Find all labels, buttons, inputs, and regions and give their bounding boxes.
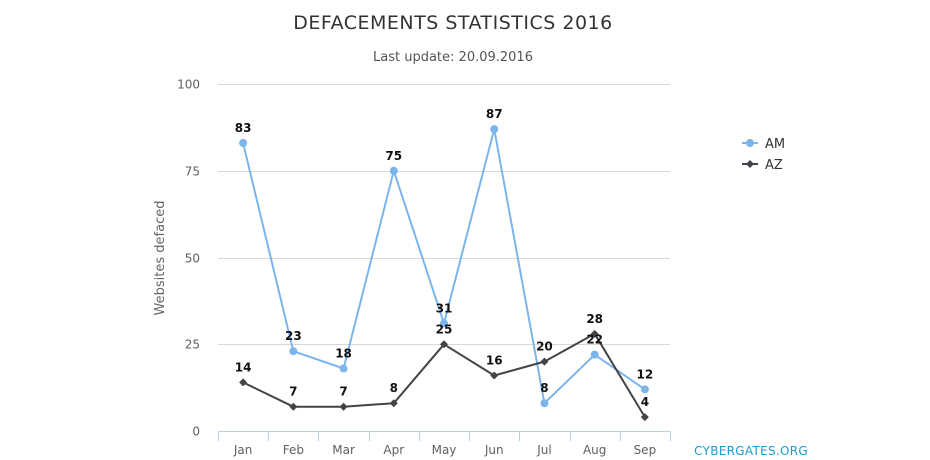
data-point-az[interactable] — [490, 371, 499, 380]
data-point-am[interactable] — [239, 138, 248, 147]
data-label-am: 12 — [637, 367, 654, 381]
data-point-am[interactable] — [590, 350, 599, 359]
data-label-am: 23 — [285, 329, 302, 343]
data-label-az: 25 — [436, 322, 453, 336]
legend-circle-icon — [746, 139, 754, 147]
data-point-am[interactable] — [540, 399, 549, 408]
legend-item-am[interactable]: AM — [742, 137, 785, 152]
series-group — [239, 125, 649, 422]
data-label-am: 83 — [235, 121, 252, 135]
x-tick-label-apr: Apr — [383, 443, 404, 457]
data-point-am[interactable] — [640, 385, 649, 394]
data-label-am: 8 — [540, 381, 548, 395]
data-point-az[interactable] — [239, 378, 248, 387]
x-tick-label-sep: Sep — [634, 443, 657, 457]
x-axis: Jan Feb Mar Apr May Jun Jul Aug Sep — [218, 431, 671, 457]
legend-item-az[interactable]: AZ — [742, 158, 783, 173]
y-tick-label: 0 — [192, 425, 200, 439]
data-point-az[interactable] — [440, 340, 448, 349]
x-tick-label-jun: Jun — [484, 443, 504, 457]
x-tick-label-jul: Jul — [536, 443, 551, 457]
x-tick-label-may: May — [432, 443, 457, 457]
y-tick-label: 100 — [177, 78, 200, 92]
data-label-az: 8 — [390, 381, 398, 395]
data-point-am[interactable] — [440, 319, 448, 328]
data-point-az[interactable] — [540, 357, 549, 366]
data-label-am: 18 — [335, 347, 352, 361]
data-point-az[interactable] — [389, 399, 398, 408]
chart-subtitle: Last update: 20.09.2016 — [373, 50, 533, 65]
x-tick-label-aug: Aug — [583, 443, 606, 457]
legend[interactable]: AM AZ — [742, 137, 785, 173]
data-label-am: 87 — [486, 107, 503, 121]
grid-lines: 0 25 50 75 100 — [177, 78, 670, 439]
y-tick-label: 75 — [185, 165, 200, 179]
data-point-az[interactable] — [289, 402, 298, 411]
data-point-az[interactable] — [590, 329, 599, 338]
legend-diamond-icon — [746, 160, 754, 168]
x-tick-label-feb: Feb — [283, 443, 304, 457]
data-point-az[interactable] — [640, 413, 649, 422]
y-tick-label: 25 — [185, 338, 200, 352]
legend-label: AZ — [765, 158, 783, 173]
data-point-am[interactable] — [490, 125, 499, 134]
data-label-am: 75 — [385, 149, 402, 163]
x-tick-label-jan: Jan — [233, 443, 253, 457]
series-line-am — [242, 128, 646, 405]
series-az — [239, 329, 649, 422]
data-label-az: 16 — [486, 353, 503, 367]
chart-title: DEFACEMENTS STATISTICS 2016 — [293, 12, 613, 34]
data-label-am: 31 — [436, 301, 453, 315]
data-label-az: 7 — [339, 385, 347, 399]
data-point-az[interactable] — [339, 402, 348, 411]
data-point-am[interactable] — [289, 347, 298, 356]
series-am — [239, 125, 649, 408]
credits-link[interactable]: CYBERGATES.ORG — [694, 444, 808, 458]
y-tick-label: 50 — [185, 252, 200, 266]
data-point-am[interactable] — [389, 166, 398, 175]
data-labels: 83 23 18 75 31 87 8 22 12 14 7 7 8 25 16 20 28 4 — [235, 107, 653, 409]
data-label-az: 14 — [235, 360, 252, 374]
data-label-az: 4 — [641, 395, 649, 409]
legend-label: AM — [765, 137, 785, 152]
y-axis-title: Websites defaced — [153, 201, 168, 316]
data-label-az: 20 — [536, 340, 553, 354]
data-label-am: 22 — [586, 333, 603, 347]
data-label-az: 7 — [289, 385, 297, 399]
data-label-az: 28 — [586, 312, 603, 326]
x-tick-label-mar: Mar — [332, 443, 355, 457]
data-point-am[interactable] — [339, 364, 348, 373]
